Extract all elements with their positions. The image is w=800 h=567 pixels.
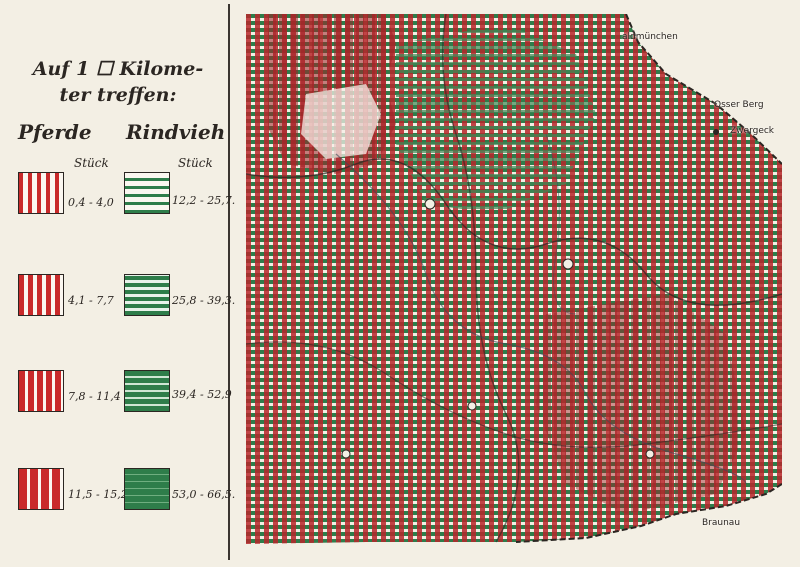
legend-cattle-range-1: 12,2 - 25,7. (172, 194, 236, 207)
legend-cattle-heading: Rindvieh (126, 120, 226, 144)
state-border (625, 14, 782, 165)
legend-cattle-range-3: 39,4 - 52,9 (172, 388, 232, 401)
map-label-east-town: Zwergeck (730, 126, 775, 136)
legend-cattle-range-4: 53,0 - 66,5. (172, 488, 236, 501)
district-northwest-pale (301, 84, 381, 159)
legend-cattle-swatch-2 (124, 274, 170, 316)
legend-cattle-swatch-4 (124, 468, 170, 510)
legend-horses-range-2: 4,1 - 7,7 (68, 294, 114, 307)
town-marker (562, 258, 574, 270)
map-panel: aldmünchen Osser Berg Zwergeck Braunau (246, 14, 782, 546)
legend-cattle-unit: Stück (178, 156, 213, 170)
legend-horses-swatch-2 (18, 274, 64, 316)
map-canvas (246, 14, 782, 546)
map-label-bottom-right: Braunau (702, 518, 741, 528)
legend-title: Auf 1 ☐ Kilome- ter treffen: (18, 56, 218, 108)
legend-horses-range-4: 11,5 - 15,2 (68, 488, 128, 501)
legend-horses-swatch-1 (18, 172, 64, 214)
river (335, 153, 747, 485)
legend-cattle-swatch-3 (124, 370, 170, 412)
district-boundary-2 (441, 14, 520, 543)
legend-horses-range-3: 7,8 - 11,4 (68, 390, 121, 403)
legend-horses-heading: Pferde (18, 120, 92, 144)
state-border-south (515, 483, 782, 543)
legend-cattle-swatch-1 (124, 172, 170, 214)
legend-cattle-range-2: 25,8 - 39,3. (172, 294, 236, 307)
district-central (396, 24, 596, 214)
map-label-town-top-right: aldmünchen (622, 32, 678, 42)
legend-panel: Auf 1 ☐ Kilome- ter treffen: Pferde Rind… (4, 4, 235, 560)
mountain-marker (713, 129, 719, 135)
town-marker (467, 401, 477, 411)
town-marker (341, 449, 351, 459)
legend-horses-range-1: 0,4 - 4,0 (68, 196, 114, 209)
town-marker (424, 198, 436, 210)
town-marker (645, 449, 655, 459)
legend-horses-swatch-4 (18, 468, 64, 510)
district-southeast (536, 294, 746, 514)
legend-title-line2: ter treffen: (59, 84, 177, 106)
legend-horses-swatch-3 (18, 370, 64, 412)
map-outside-region-2 (586, 484, 782, 546)
district-boundary-3 (246, 341, 782, 448)
legend-title-line1: Auf 1 ☐ Kilome- (32, 58, 204, 80)
map-label-east-hill: Osser Berg (714, 100, 764, 110)
legend-horses-unit: Stück (74, 156, 109, 170)
river-2 (545, 133, 577, 315)
